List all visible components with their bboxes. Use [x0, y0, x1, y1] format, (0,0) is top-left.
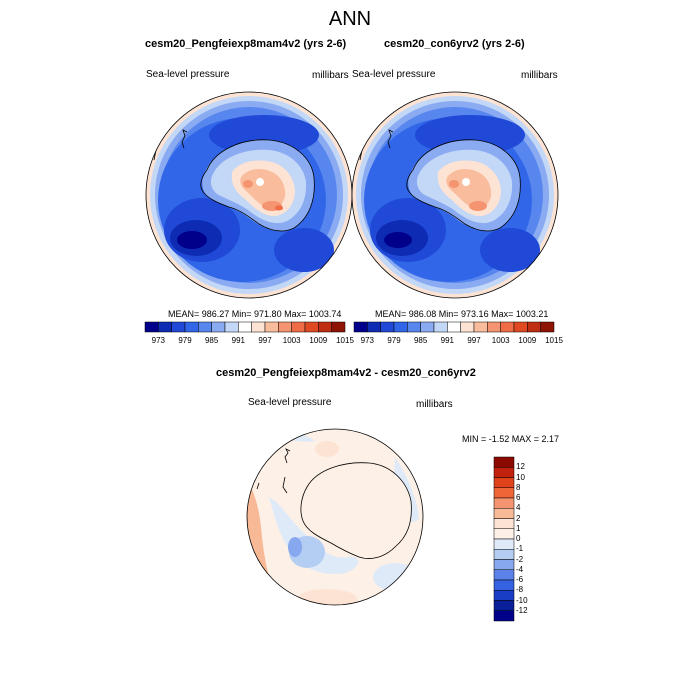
panel-2-field-label: Sea-level pressure: [352, 69, 436, 80]
colorbar-horizontal-1: [144, 321, 346, 333]
colorbar-tick-label: 973: [151, 336, 165, 345]
diff-colorbar-tick-label: -12: [516, 605, 528, 615]
diff-colorbar-swatch: [493, 590, 515, 601]
colorbar-swatch: [184, 321, 199, 333]
diff-units-label: millibars: [416, 399, 453, 410]
diff-colorbar-swatch: [493, 497, 515, 509]
diff-colorbar-swatch: [493, 559, 515, 570]
colorbar-swatch: [473, 321, 488, 333]
diff-colorbar-tick-label: -10: [516, 595, 528, 605]
colorbar-swatch: [251, 321, 266, 333]
diff-colorbar-tick-label: 4: [516, 503, 521, 513]
colorbar-swatch: [224, 321, 239, 333]
colorbar-swatch: [304, 321, 319, 333]
diff-colorbar-swatch: [493, 569, 515, 581]
colorbar-tick-label: 979: [178, 336, 192, 345]
diff-colorbar-swatch: [493, 579, 515, 591]
colorbar-swatch: [291, 321, 306, 333]
colorbar-swatch: [171, 321, 186, 333]
colorbar-swatch: [331, 321, 346, 333]
diff-colorbar-tick-label: 2: [516, 513, 521, 523]
colorbar-swatch: [198, 321, 212, 333]
colorbar-tick-label: 985: [204, 336, 219, 345]
colorbar-swatch: [460, 321, 475, 333]
diff-colorbar-swatch: [493, 528, 515, 540]
diff-colorbar-swatch: [493, 538, 515, 550]
colorbar-swatch: [238, 321, 252, 333]
colorbar-swatch: [158, 321, 172, 333]
colorbar-swatch: [407, 321, 421, 333]
diff-colorbar-swatch: [493, 456, 515, 468]
colorbar-tick-label: 1003: [491, 336, 510, 345]
colorbar-tick-label: 1003: [282, 336, 301, 345]
diff-colorbar-tick-label: 1: [516, 523, 521, 533]
colorbar-tick-label: 973: [360, 336, 374, 345]
panel-2-map: [351, 91, 559, 299]
diff-colorbar-tick-label: 6: [516, 493, 521, 502]
diff-colorbar-tick-label: -1: [516, 544, 524, 554]
panel-2-title: cesm20_con6yrv2 (yrs 2-6): [384, 38, 525, 50]
colorbar-tick-label: 985: [413, 336, 428, 345]
diff-map: [246, 428, 424, 606]
panel-1-title: cesm20_Pengfeiexp8mam4v2 (yrs 2-6): [145, 38, 347, 50]
colorbar-tick-label: 1009: [518, 336, 537, 345]
colorbar-tick-label: 1015: [545, 336, 563, 345]
colorbar-tick-label: 991: [440, 336, 454, 345]
colorbar-tick-label: 991: [231, 336, 245, 345]
colorbar-swatch: [513, 321, 528, 333]
colorbar-swatch: [380, 321, 395, 333]
diff-stats: MIN = -1.52 MAX = 2.17: [462, 434, 560, 444]
diff-colorbar-labels: 12 10 8 6 4 2 1 0 -1 -2 -4 -6 -8 -10 -12: [516, 457, 556, 621]
colorbar-swatch: [433, 321, 448, 333]
colorbar-swatch: [393, 321, 408, 333]
colorbar-horizontal-2: [353, 321, 555, 333]
colorbar-swatch: [500, 321, 515, 333]
colorbar-tick-label: 1009: [309, 336, 328, 345]
colorbar-swatch: [278, 321, 292, 333]
diff-colorbar-tick-label: -2: [516, 554, 524, 564]
diff-colorbar-swatch: [493, 508, 515, 519]
diff-colorbar-swatch: [493, 549, 515, 560]
diff-colorbar-swatch: [493, 610, 515, 622]
colorbar-1-labels: 973 979 985 991 997 1003 1009 1015: [145, 336, 354, 348]
diff-colorbar-tick-label: 10: [516, 472, 525, 482]
panel-2-stats: MEAN= 986.08 Min= 973.16 Max= 1003.21: [375, 309, 549, 319]
colorbar-swatch: [420, 321, 435, 333]
colorbar-swatch: [447, 321, 461, 333]
diff-colorbar-tick-label: 12: [516, 462, 525, 472]
panel-1-stats: MEAN= 986.27 Min= 971.80 Max= 1003.74: [168, 309, 342, 319]
colorbar-swatch: [318, 321, 332, 333]
colorbar-tick-label: 997: [258, 336, 272, 345]
colorbar-tick-label: 979: [387, 336, 401, 345]
diff-colorbar-swatch: [493, 477, 515, 488]
diff-colorbar-tick-label: -6: [516, 575, 524, 584]
diff-colorbar-tick-label: 0: [516, 534, 521, 543]
diff-colorbar-swatch: [493, 600, 515, 611]
diff-colorbar-swatch: [493, 487, 515, 499]
page-title: ANN: [328, 8, 372, 30]
diff-colorbar-swatch: [493, 467, 515, 478]
colorbar-swatch: [540, 321, 555, 333]
colorbar-tick-label: 1015: [336, 336, 354, 345]
panel-1-map: [145, 91, 353, 299]
diff-colorbar-tick-label: -4: [516, 564, 524, 574]
diff-panel-title: cesm20_Pengfeiexp8mam4v2 - cesm20_con6yr…: [216, 367, 476, 379]
diff-colorbar-tick-label: -8: [516, 585, 524, 595]
colorbar-2-labels: 973 979 985 991 997 1003 1009 1015: [354, 336, 563, 348]
panel-1-units-label: millibars: [312, 70, 349, 81]
colorbar-swatch: [353, 321, 368, 333]
diff-colorbar-swatch: [493, 518, 515, 529]
colorbar-swatch: [144, 321, 159, 333]
colorbar-swatch: [211, 321, 226, 333]
colorbar-tick-label: 997: [467, 336, 481, 345]
colorbar-swatch: [367, 321, 381, 333]
panel-2-units-label: millibars: [521, 70, 558, 81]
panel-1-field-label: Sea-level pressure: [146, 69, 230, 80]
diff-colorbar-tick-label: 8: [516, 482, 521, 492]
colorbar-swatch: [527, 321, 541, 333]
colorbar-swatch: [264, 321, 279, 333]
colorbar-vertical-diff: [493, 456, 515, 622]
colorbar-swatch: [487, 321, 501, 333]
diff-field-label: Sea-level pressure: [248, 397, 332, 408]
